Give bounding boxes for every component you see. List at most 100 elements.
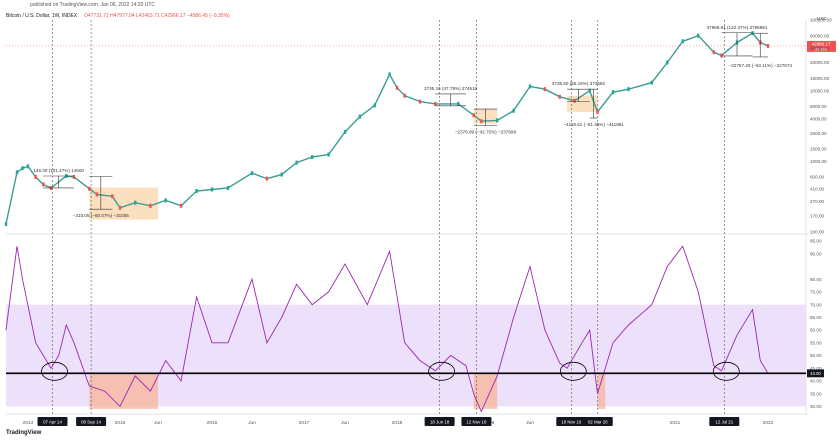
time-axis-tick: 2016 bbox=[207, 420, 218, 426]
rsi-axis-tick: 45.00 bbox=[810, 366, 822, 371]
price-axis-tick: 1500.00 bbox=[810, 146, 827, 151]
price-candle bbox=[15, 170, 19, 175]
price-candle bbox=[34, 175, 37, 180]
symbol-title: Bitcoin / U.S. Dollar, 1W, INDEX bbox=[6, 13, 78, 19]
price-candle bbox=[118, 205, 122, 210]
price-candle bbox=[457, 101, 460, 106]
price-candle bbox=[650, 80, 653, 85]
rsi-axis-tick: 90.00 bbox=[810, 251, 822, 256]
price-candle bbox=[88, 186, 91, 191]
price-axis-tick: 10000.00 bbox=[810, 88, 830, 93]
rsi-axis-tick: 55.00 bbox=[810, 340, 822, 345]
price-axis-tick: 60000.00 bbox=[810, 33, 830, 38]
price-candle bbox=[265, 176, 269, 181]
rsi-axis-tick: 75.00 bbox=[810, 290, 822, 295]
price-candle bbox=[588, 88, 591, 93]
price-candle bbox=[697, 33, 700, 38]
rsi-axis-tick: 65.00 bbox=[810, 315, 822, 320]
rsi-touch-circle-1 bbox=[41, 361, 68, 381]
price-candle bbox=[280, 172, 283, 177]
price-candle bbox=[343, 130, 347, 135]
price-candle bbox=[226, 185, 230, 190]
time-axis-tick: 2017 bbox=[299, 420, 310, 426]
price-candle bbox=[134, 200, 137, 205]
time-axis-tick: 2018 bbox=[392, 420, 403, 426]
time-axis-tick: 2015 bbox=[115, 420, 126, 426]
rsi-axis-tick: 35.00 bbox=[810, 391, 822, 396]
date-marker-label-2: 08 Sep 14 bbox=[81, 419, 102, 424]
price-candle bbox=[4, 221, 8, 226]
price-axis-tick: 270.00 bbox=[810, 199, 824, 204]
price-axis-tick: 4000.00 bbox=[810, 116, 827, 121]
date-marker-label-6: 02 Mar 20 bbox=[588, 419, 608, 424]
price-candle bbox=[480, 119, 483, 124]
price-candle bbox=[26, 164, 30, 169]
measure-label-2: −310.05 (−60.07%) −31005 bbox=[73, 213, 130, 218]
price-candle bbox=[42, 182, 45, 187]
measure-label-3: 2745.16 (47.79%) 274516 bbox=[424, 86, 478, 91]
price-candle bbox=[472, 113, 475, 118]
price-candle bbox=[72, 175, 76, 180]
rsi-axis-tick: 95.00 bbox=[810, 239, 822, 244]
price-tag bbox=[807, 40, 836, 52]
price-candle bbox=[388, 72, 391, 77]
measure-label-8: −22767.40 (−53.11%) −227674 bbox=[729, 63, 793, 68]
price-candle bbox=[373, 103, 376, 108]
rsi-zone-3 bbox=[597, 373, 606, 409]
date-marker-pill-6 bbox=[582, 417, 613, 426]
rsi-series bbox=[5, 245, 769, 413]
price-axis-tick: 600.00 bbox=[810, 175, 824, 180]
price-candle bbox=[418, 99, 422, 104]
tradingview-logo: TradingView bbox=[6, 430, 41, 436]
date-marker-label-4: 12 Nov 18 bbox=[466, 419, 487, 424]
price-tag-value: 42966.17 bbox=[812, 41, 831, 46]
rsi-axis-tick: 70.00 bbox=[810, 302, 822, 307]
price-candle bbox=[681, 39, 684, 44]
price-axis-tick: 410.00 bbox=[810, 186, 824, 191]
date-marker-label-5: 18 Nov 19 bbox=[561, 419, 582, 424]
price-candle bbox=[558, 94, 561, 99]
date-marker-pill-2 bbox=[76, 417, 107, 426]
price-candle bbox=[111, 194, 114, 199]
price-axis-tick: 6000.00 bbox=[810, 104, 827, 109]
rsi-support-tag-label: 43.00 bbox=[810, 371, 821, 376]
price-candle bbox=[311, 155, 314, 160]
price-candle bbox=[395, 85, 399, 90]
date-marker-label-1: 07 Apr 14 bbox=[43, 419, 62, 424]
price-candle bbox=[434, 101, 437, 106]
price-axis-tick: 1000.00 bbox=[810, 159, 827, 164]
date-marker-label-3: 18 Jun 18 bbox=[430, 419, 450, 424]
date-marker-pill-7 bbox=[709, 417, 740, 426]
date-marker-pill-1 bbox=[37, 417, 68, 426]
rsi-axis-tick: 60.00 bbox=[810, 328, 822, 333]
price-candle bbox=[250, 171, 254, 176]
time-axis-tick: Jun bbox=[154, 420, 162, 426]
time-axis-tick: Jun bbox=[526, 420, 534, 426]
price-axis-tick: 40000.00 bbox=[810, 46, 830, 51]
price-candle bbox=[179, 203, 183, 208]
rsi-touch-circle-2 bbox=[428, 361, 456, 381]
ohlc-readout: O47731.71 H47977.04 L42463.71 C42966.17 … bbox=[84, 13, 230, 19]
currency-label: USD bbox=[817, 16, 827, 21]
measure-label-5: 3736.50 (55.15%) 373650 bbox=[552, 81, 606, 86]
date-marker-label-7: 12 Jul 21 bbox=[715, 419, 733, 424]
price-candle bbox=[195, 189, 198, 194]
price-candle bbox=[573, 98, 576, 103]
time-axis-tick: 2021 bbox=[670, 420, 681, 426]
rsi-touch-circle-3 bbox=[559, 361, 587, 381]
rsi-support-tag bbox=[807, 369, 824, 378]
price-candle bbox=[403, 93, 406, 98]
brand-label: TradingView bbox=[6, 430, 42, 436]
time-axis-tick: Jun bbox=[248, 420, 256, 426]
price-candle bbox=[496, 118, 499, 123]
price-candle bbox=[627, 87, 630, 92]
price-candle bbox=[164, 198, 167, 203]
rsi-axis-tick: 30.00 bbox=[810, 404, 822, 409]
time-axis-tick: 2022 bbox=[763, 420, 774, 426]
price-candle bbox=[512, 108, 515, 113]
price-candle bbox=[543, 87, 547, 92]
price-candle bbox=[666, 60, 669, 65]
measure-label-4: −2376.99 (−42.75%) −237699 bbox=[455, 130, 517, 135]
date-marker-pill-4 bbox=[461, 417, 492, 426]
